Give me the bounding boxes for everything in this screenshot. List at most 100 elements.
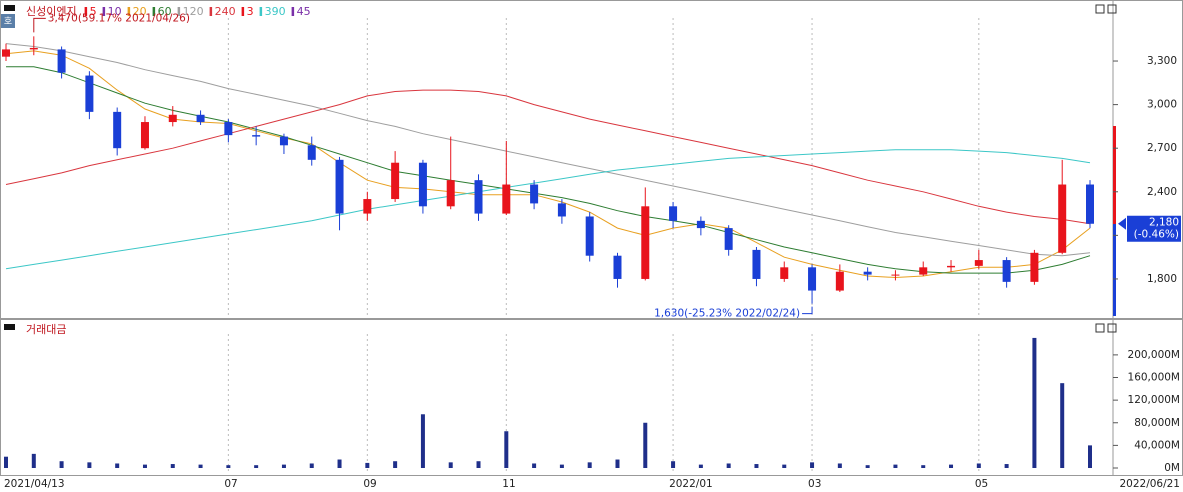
candle-body <box>1058 184 1067 253</box>
candle-body <box>307 145 316 160</box>
volume-bar <box>559 464 564 469</box>
candle-body <box>140 122 149 149</box>
candle-body <box>363 199 372 214</box>
volume-title: 거래대금 <box>26 323 66 336</box>
moving-average <box>5 50 1091 279</box>
volume-bar <box>504 431 509 469</box>
maximize-button[interactable] <box>1095 4 1105 14</box>
volume-bar <box>643 422 648 469</box>
candle-body <box>641 206 650 279</box>
maximize-button[interactable] <box>1095 323 1105 333</box>
volume-bar <box>837 463 842 469</box>
y-tick-label: 2,400 <box>1147 186 1177 198</box>
candle-body <box>974 260 983 266</box>
x-tick-label: 2021/04/13 <box>4 478 65 490</box>
menu-icon[interactable] <box>4 5 15 11</box>
volume-y-tick-label: 40,000M <box>1134 439 1180 451</box>
candle-body <box>696 220 705 229</box>
moving-average <box>5 43 1091 257</box>
last-price-pointer <box>1118 217 1126 230</box>
volume-y-tick-label: 0M <box>1164 462 1180 474</box>
volume-bar <box>59 461 64 469</box>
legend-swatch <box>102 7 106 16</box>
volume-bar <box>1032 337 1037 469</box>
volume-bar <box>1060 383 1065 469</box>
candle-body <box>585 216 594 256</box>
legend-swatch <box>152 7 156 16</box>
candle-body <box>335 159 344 214</box>
volume-bar <box>754 464 759 469</box>
x-tick-label: 2022/06/21 <box>1119 478 1180 490</box>
volume-bar <box>810 462 815 469</box>
legend-label: 5 <box>90 5 97 18</box>
volume-bar <box>1088 445 1092 469</box>
candle-body <box>196 114 205 123</box>
candle-body <box>1002 260 1011 282</box>
volume-bar <box>365 462 370 469</box>
legend-label: 20 <box>133 5 147 18</box>
legend-swatch <box>241 7 245 16</box>
x-tick-label: 11 <box>502 478 515 490</box>
moving-average <box>6 66 1091 274</box>
candle-body <box>835 271 844 291</box>
chart-tab-icon[interactable] <box>1 14 15 28</box>
volume-bar <box>865 465 870 469</box>
candle-body <box>57 49 66 73</box>
candle-body <box>891 274 900 276</box>
volume-bar <box>587 462 592 469</box>
volume-bar <box>420 414 425 469</box>
x-tick-label: 03 <box>808 478 821 490</box>
close-button[interactable] <box>1107 4 1117 14</box>
volume-bar <box>115 463 120 469</box>
volume-bar <box>170 464 175 469</box>
last-price-change: (-0.46%) <box>1134 229 1179 241</box>
candle-body <box>1086 184 1094 224</box>
candle-body <box>224 122 233 136</box>
range-bar-up <box>1113 126 1116 224</box>
volume-bar <box>393 461 398 469</box>
y-tick-label: 1,800 <box>1147 273 1177 285</box>
volume-y-tick-label: 120,000M <box>1128 394 1180 406</box>
candle-body <box>557 203 566 217</box>
volume-bar <box>448 462 453 469</box>
volume-bar <box>142 464 147 469</box>
candle-body <box>446 180 455 207</box>
volume-bar <box>309 463 314 469</box>
legend-label: 390 <box>265 5 286 18</box>
volume-bar <box>615 459 620 469</box>
annotation-arrow <box>802 306 813 315</box>
candle-body <box>863 271 872 275</box>
menu-icon[interactable] <box>4 324 15 330</box>
candle-body <box>947 265 956 268</box>
close-button[interactable] <box>1107 323 1117 333</box>
legend-label: 3 <box>247 5 254 18</box>
volume-bar <box>87 462 92 469</box>
volume-y-tick-label: 160,000M <box>1128 372 1180 384</box>
legend-label: 45 <box>297 5 311 18</box>
candle-body <box>418 162 427 207</box>
candle-body <box>724 228 733 250</box>
annotation: 1,630(-25.23% 2022/02/24) <box>654 308 800 320</box>
candle-body <box>502 184 511 214</box>
legend-swatch <box>177 7 181 16</box>
y-tick-label: 3,000 <box>1147 99 1177 111</box>
candle-body <box>279 136 288 146</box>
legend-label: 120 <box>183 5 204 18</box>
candle-body <box>113 111 122 149</box>
volume-bar <box>254 465 259 469</box>
candle-body <box>474 180 483 214</box>
volume-y-tick-label: 200,000M <box>1128 349 1180 361</box>
legend-swatch <box>291 7 295 16</box>
legend-label: 10 <box>108 5 122 18</box>
candle-body <box>752 249 761 279</box>
candle-body <box>391 162 400 200</box>
legend-swatch <box>127 7 131 16</box>
range-bar-down <box>1113 224 1116 316</box>
candle-body <box>2 49 10 57</box>
volume-bar <box>476 461 481 469</box>
volume-bar <box>4 456 8 469</box>
moving-average <box>5 89 1091 225</box>
candle-body <box>85 75 94 112</box>
candle-body <box>919 267 928 275</box>
